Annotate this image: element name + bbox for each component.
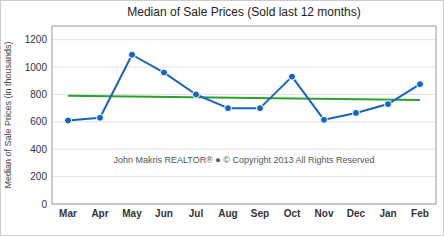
point: [257, 105, 264, 112]
point: [65, 117, 72, 124]
grid-line: [52, 67, 436, 68]
y-tick-label: 0: [41, 199, 47, 210]
x-tick-label: Mar: [59, 208, 77, 219]
x-tick-label: Jul: [189, 208, 204, 219]
x-tick-label: May: [122, 208, 142, 219]
annotation: John Makris REALTOR® ● © Copyright 2013 …: [114, 155, 375, 165]
trend-line: [68, 96, 420, 100]
y-tick-label: 400: [30, 144, 47, 155]
y-tick-label: 1000: [25, 62, 48, 73]
point: [353, 109, 360, 116]
y-tick-label: 600: [30, 116, 47, 127]
point: [193, 91, 200, 98]
point: [97, 114, 104, 121]
y-tick-label: 800: [30, 89, 47, 100]
x-tick-label: Sep: [251, 208, 269, 219]
point: [161, 69, 168, 76]
page-border: [1, 1, 444, 236]
point: [417, 81, 424, 88]
point: [321, 116, 328, 123]
x-tick-label: Nov: [315, 208, 334, 219]
grid-line: [52, 176, 436, 177]
y-axis-label: Median of Sale Prices (in thousands): [3, 41, 13, 188]
y-tick-label: 1200: [25, 34, 48, 45]
x-tick-label: Oct: [284, 208, 301, 219]
x-tick-label: Jan: [379, 208, 396, 219]
point: [129, 51, 136, 58]
title: Median of Sale Prices (Sold last 12 mont…: [127, 5, 360, 19]
plot-frame: [52, 26, 436, 204]
x-tick-label: Feb: [411, 208, 429, 219]
x-tick-label: Dec: [347, 208, 366, 219]
x-tick-label: Apr: [91, 208, 108, 219]
point: [385, 101, 392, 108]
grid-line: [52, 121, 436, 122]
y-tick-label: 200: [30, 171, 47, 182]
x-tick-label: Jun: [155, 208, 173, 219]
point: [225, 105, 232, 112]
x-tick-label: Aug: [218, 208, 237, 219]
grid-line: [52, 149, 436, 150]
plot-area: [65, 51, 424, 124]
series-line: [68, 55, 420, 121]
grid-line: [52, 94, 436, 95]
point: [289, 73, 296, 80]
grid-line: [52, 39, 436, 40]
